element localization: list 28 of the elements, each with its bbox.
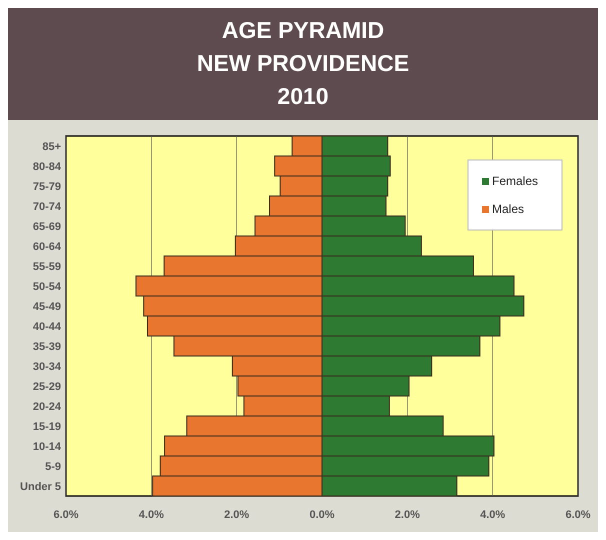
y-tick-label: 55-59 (32, 261, 61, 273)
x-tick-label: 4.0% (138, 509, 164, 521)
y-tick-label: 85+ (42, 141, 61, 153)
y-tick-label: 75-79 (32, 181, 61, 193)
y-tick-label: 15-19 (32, 421, 61, 433)
y-tick-label: Under 5 (20, 481, 61, 493)
y-tick-label: 5-9 (45, 461, 61, 473)
legend-label: Males (492, 202, 524, 216)
x-tick-label: 2.0% (394, 509, 420, 521)
y-tick-label: 35-39 (32, 341, 61, 353)
y-tick-label: 65-69 (32, 221, 61, 233)
y-tick-label: 50-54 (32, 281, 62, 293)
y-tick-label: 40-44 (32, 321, 62, 333)
y-tick-label: 60-64 (32, 241, 62, 253)
x-tick-label: 6.0% (565, 509, 591, 521)
y-tick-label: 80-84 (32, 161, 62, 173)
y-tick-label: 30-34 (32, 361, 62, 373)
y-tick-label: 25-29 (32, 381, 61, 393)
x-tick-label: 4.0% (480, 509, 506, 521)
y-tick-label: 45-49 (32, 301, 61, 313)
legend-label: Females (492, 174, 538, 188)
y-tick-label: 70-74 (32, 201, 62, 213)
y-tick-label: 20-24 (32, 401, 62, 413)
y-tick-label: 10-14 (32, 441, 62, 453)
x-tick-label: 0.0% (309, 509, 335, 521)
chart-title: AGE PYRAMID NEW PROVIDENCE 2010 (196, 17, 410, 109)
x-tick-label: 6.0% (53, 509, 79, 521)
x-tick-label: 2.0% (224, 509, 250, 521)
